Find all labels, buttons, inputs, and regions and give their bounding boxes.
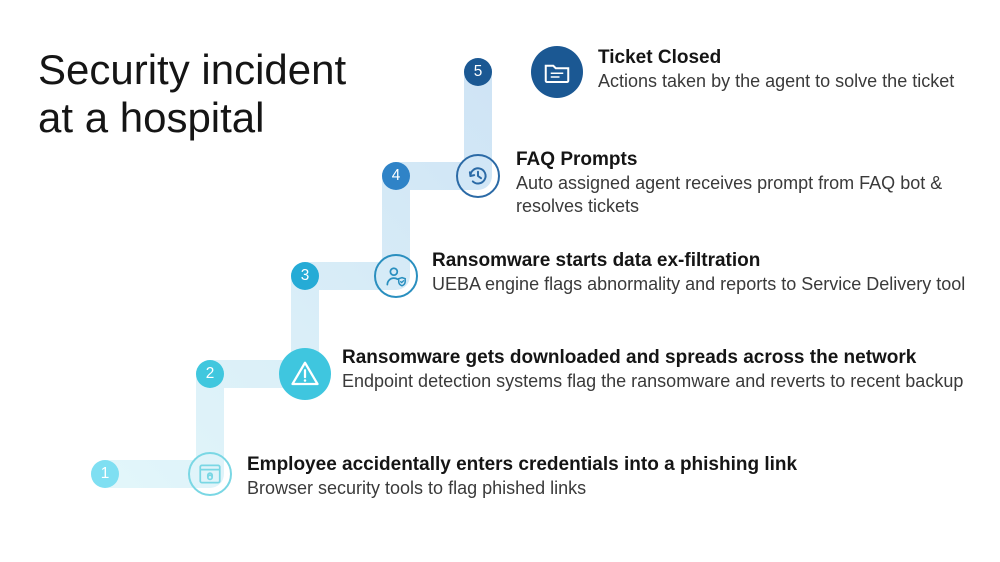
step-title: FAQ Prompts — [516, 148, 980, 172]
clock-rewind-icon — [456, 154, 500, 198]
folder-icon — [531, 46, 583, 98]
step-title: Ransomware starts data ex-filtration — [432, 249, 980, 273]
step-number-badge: 5 — [464, 58, 492, 86]
step-title: Ticket Closed — [598, 46, 980, 70]
step-number: 3 — [301, 267, 310, 285]
user-shield-icon — [374, 254, 418, 298]
step-text: FAQ PromptsAuto assigned agent receives … — [516, 148, 980, 219]
step-text: Ticket ClosedActions taken by the agent … — [598, 46, 980, 93]
step-number: 1 — [101, 465, 110, 483]
step-desc: Actions taken by the agent to solve the … — [598, 70, 980, 93]
page-title-line2: at a hospital — [38, 94, 265, 141]
warning-icon — [279, 348, 331, 400]
step-title: Ransomware gets downloaded and spreads a… — [342, 346, 980, 370]
step-desc: Browser security tools to flag phished l… — [247, 477, 980, 500]
step-desc: UEBA engine flags abnormality and report… — [432, 273, 980, 296]
step-number: 4 — [392, 167, 401, 185]
step-number-badge: 2 — [196, 360, 224, 388]
step-number-badge: 4 — [382, 162, 410, 190]
step-number-badge: 1 — [91, 460, 119, 488]
step-number: 5 — [474, 63, 483, 81]
step-text: Ransomware gets downloaded and spreads a… — [342, 346, 980, 393]
step-text: Employee accidentally enters credentials… — [247, 453, 980, 500]
step-title: Employee accidentally enters credentials… — [247, 453, 980, 477]
page-title: Security incident at a hospital — [38, 46, 346, 143]
phishing-icon — [188, 452, 232, 496]
step-number-badge: 3 — [291, 262, 319, 290]
step-desc: Auto assigned agent receives prompt from… — [516, 172, 980, 219]
step-number: 2 — [206, 365, 215, 383]
page-title-line1: Security incident — [38, 46, 346, 93]
step-desc: Endpoint detection systems flag the rans… — [342, 370, 980, 393]
step-text: Ransomware starts data ex-filtrationUEBA… — [432, 249, 980, 296]
